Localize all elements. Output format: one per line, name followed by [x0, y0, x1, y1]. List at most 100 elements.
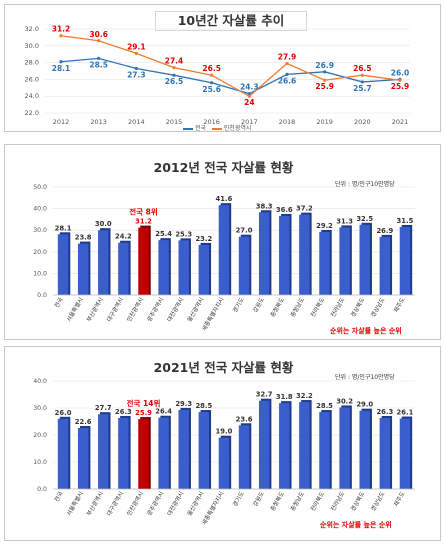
bar2021-x-tick-label: 부산광역시	[85, 490, 105, 517]
bar2021-x-tick-label: 제주도	[392, 489, 407, 507]
bar2021-x-tick-label: 대전광역시	[165, 490, 185, 517]
trend-point-national	[97, 56, 101, 61]
bar2012-x-tick-label: 대구광역시	[105, 296, 125, 323]
bar-chart-2021-unit: 단위 : 명/인구10만명당	[335, 374, 395, 381]
bar2021-bar	[198, 412, 210, 489]
bar2012-x-tick-label: 울산광역시	[185, 296, 205, 323]
bar2021-bar	[178, 409, 189, 489]
bar2012-data-label: 31.5	[397, 217, 414, 225]
bar2012-bar	[299, 214, 310, 295]
bar-chart-2021-title: 2021년 전국 자살률 현황	[153, 360, 294, 375]
trend-data-label-national: 25.6	[202, 85, 221, 94]
trend-point-incheon	[97, 39, 101, 43]
trend-line-incheon	[60, 35, 401, 97]
bar-chart-2012-unit: 단위 : 명/인구10만명당	[335, 181, 395, 188]
trend-point-incheon	[398, 78, 402, 82]
bar2012-bar	[218, 205, 230, 295]
bar2012-bar	[279, 215, 290, 295]
trend-data-label-incheon: 24	[244, 98, 254, 107]
bar2012-bar	[98, 230, 109, 295]
trend-y-tick-label: 22.0	[25, 109, 39, 117]
bar2012-x-tick-label: 충청남도	[289, 295, 307, 318]
bar2012-data-label: 23.8	[75, 234, 92, 242]
bar2021-rank-label: 전국 14위	[127, 398, 161, 408]
bar2021-data-label: 29.3	[175, 400, 192, 408]
bar2021-bar	[57, 418, 69, 489]
bar2012-bar	[77, 243, 89, 295]
bar2021-data-label: 28.5	[195, 402, 212, 410]
bar2021-x-tick-label: 경상북도	[349, 489, 367, 512]
bar2021-data-label: 32.7	[256, 391, 273, 399]
bar2021-y-tick-label: 40.0	[33, 378, 47, 385]
trend-point-incheon	[247, 94, 251, 98]
trend-x-tick-label: 2012	[53, 118, 70, 126]
bar2012-bar	[319, 231, 330, 295]
trend-data-label-national: 26.9	[315, 61, 334, 70]
trend-data-label-incheon: 30.6	[89, 30, 108, 39]
bar2021-bar	[279, 403, 290, 489]
bar-chart-2012-title: 2012년 전국 자살률 현황	[153, 160, 294, 175]
bar2021-data-label: 25.9	[135, 409, 152, 417]
bar2012-data-label: 23.2	[195, 235, 212, 243]
bar2021-bar	[379, 417, 391, 489]
bar2012-bar	[399, 226, 411, 295]
bar2021-bar	[339, 407, 350, 489]
bar2021-bar	[118, 417, 129, 489]
bar2021-y-tick-label: 30.0	[33, 405, 47, 412]
trend-point-incheon	[210, 73, 214, 77]
bar2012-x-tick-label: 전라북도	[309, 295, 327, 318]
bar2021-data-label: 29.0	[356, 401, 373, 409]
trend-y-tick-label: 28.0	[25, 59, 39, 67]
bar2012-data-label: 25.3	[175, 230, 192, 238]
bar2012-bar	[379, 236, 391, 295]
trend-point-national	[323, 70, 327, 74]
trend-data-label-incheon: 31.2	[52, 25, 71, 34]
bar2012-x-tick-label: 충청북도	[268, 295, 286, 318]
bar2012-bar	[258, 212, 270, 295]
bar2021-x-tick-label: 울산광역시	[185, 490, 205, 517]
trend-data-label-incheon: 27.9	[278, 52, 297, 61]
bar2012-bar	[158, 240, 169, 295]
trend-x-tick-label: 2013	[90, 118, 107, 126]
bar2012-data-label: 36.6	[276, 206, 293, 214]
bar-chart-2021: 40.0 30.0 20.0 10.0 0.0 26.0 전국 22.6 서울특별시 27.7 부산…	[33, 378, 415, 526]
bar2012-bar	[178, 240, 189, 295]
bar2021-data-label: 22.6	[75, 418, 92, 426]
bar-chart-2012-panel: 2012년 전국 자살률 현황 단위 : 명/인구10만명당 50.0 40.0 3…	[4, 144, 441, 340]
legend-label-national: 전국	[195, 125, 207, 132]
bar2021-data-label: 26.3	[376, 408, 393, 416]
bar2012-data-label: 29.2	[316, 222, 333, 230]
trend-chart-panel: 10년간 자살률 추이 32.0 30.0 28.0 26.0 24.0 22.0 2012…	[4, 4, 441, 132]
trend-point-national	[172, 73, 176, 77]
trend-data-label-incheon: 25.9	[391, 82, 410, 91]
trend-data-label-national: 25.7	[353, 84, 372, 93]
trend-point-incheon	[323, 78, 327, 82]
bar2012-bar	[57, 234, 69, 295]
trend-data-label-incheon: 26.5	[353, 64, 372, 73]
trend-chart-title: 10년간 자살률 추이	[155, 11, 307, 31]
trend-x-tick-label: 2016	[203, 118, 220, 126]
trend-x-tick-label: 2019	[316, 118, 333, 126]
bar2012-data-label: 41.6	[216, 195, 233, 203]
bar2021-data-label: 26.0	[55, 409, 72, 417]
bar2021-data-label: 31.8	[276, 393, 293, 401]
trend-point-national	[59, 60, 63, 64]
bar2021-x-tick-label: 경기도	[231, 489, 246, 507]
bar2012-bar	[339, 227, 350, 295]
trend-point-national	[134, 66, 138, 71]
bar2012-x-tick-label: 경상남도	[369, 295, 387, 318]
trend-data-label-incheon: 29.1	[127, 42, 146, 51]
bar2021-bar	[258, 400, 270, 489]
bar2021-x-tick-label: 전국	[53, 489, 66, 503]
bar2021-y-tick-label: 10.0	[33, 459, 47, 466]
bar2021-bar	[98, 414, 109, 489]
bar2012-x-tick-label: 서울특별시	[65, 296, 85, 323]
bar2012-y-tick-label: 50.0	[33, 184, 47, 191]
bar2012-x-tick-label: 전국	[53, 295, 66, 309]
bar2021-x-tick-label: 인천광역시	[125, 490, 145, 517]
bar2021-bar	[299, 402, 310, 489]
bar2012-data-label: 31.3	[336, 217, 353, 225]
trend-data-label-national: 27.3	[127, 70, 146, 79]
bar2021-bar	[77, 427, 89, 489]
bar2021-x-tick-label: 강원도	[251, 489, 266, 507]
